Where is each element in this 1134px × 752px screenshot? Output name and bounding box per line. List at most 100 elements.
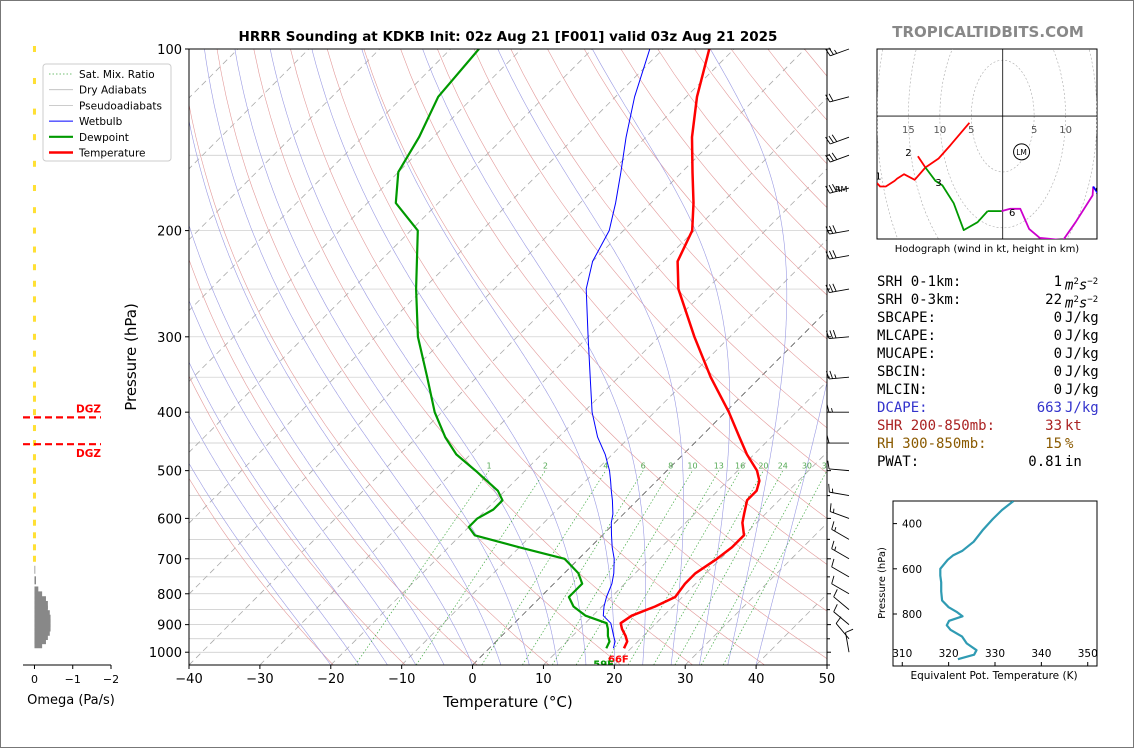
wind-barb-staff [832, 567, 849, 577]
mixing-ratio-line [482, 471, 606, 665]
omega-bar [33, 520, 36, 526]
storm-motion-label: LM [1016, 148, 1027, 157]
omega-bar [33, 46, 36, 52]
wind-barb [832, 521, 849, 539]
stat-label: DCAPE: [877, 399, 928, 417]
skewt-x-tick-label: 40 [748, 672, 765, 687]
omega-bar [33, 556, 36, 562]
mixing-ratio-label: 8 [668, 462, 673, 471]
omega-bar [33, 185, 36, 191]
omega-bar [33, 544, 36, 550]
skewt-x-tick-label: 10 [535, 672, 552, 687]
stat-label: MUCAPE: [877, 345, 936, 363]
wind-barb-flag [829, 284, 832, 292]
wind-barb-staff [846, 633, 849, 653]
wind-barb [846, 629, 854, 652]
wind-barb [826, 371, 849, 379]
stat-unit: % [1065, 435, 1073, 453]
legend-label-temperature: Temperature [78, 148, 146, 160]
wind-barb-flag [826, 137, 831, 144]
wind-barb [826, 135, 849, 144]
theta-e-y-tick-label: 600 [902, 564, 922, 576]
stat-label: MLCAPE: [877, 327, 936, 345]
isotherm-line [189, 49, 805, 665]
theta-e-frame [893, 501, 1097, 666]
wind-barb-staff [830, 155, 849, 162]
omega-bar [33, 134, 36, 140]
omega-bar [33, 532, 36, 538]
mixing-ratio-label: 30 [802, 462, 812, 471]
legend-label-dewpoint: Dewpoint [79, 132, 129, 144]
pseudoadiabat [178, 49, 473, 665]
mixing-ratio-label: 24 [778, 462, 788, 471]
wind-barb-flag [833, 250, 836, 258]
omega-bar [33, 264, 36, 270]
skewt-y-tick-label: 800 [157, 588, 182, 603]
skewt-y-tick-label: 900 [157, 619, 182, 634]
skewt-x-tick-label: 50 [819, 672, 836, 687]
stat-value: 0 [1002, 345, 1062, 363]
stat-label: RH 300-850mb: [877, 435, 987, 453]
wind-barb [827, 435, 849, 443]
omega-bar [33, 247, 36, 253]
skewt-y-label: Pressure (hPa) [122, 303, 140, 411]
wind-barb-half-flag [835, 374, 836, 378]
hodograph-height-label: 1 [875, 171, 881, 182]
omega-bar [34, 576, 36, 584]
skewt-x-tick-label: −10 [388, 672, 415, 687]
wind-barb-staff [834, 612, 849, 625]
legend-label-dry: Dry Adiabats [79, 85, 147, 97]
wind-barbs [826, 48, 853, 652]
wind-barb-flag [829, 484, 830, 492]
wind-barb [832, 576, 849, 594]
wind-barb-half-flag [832, 408, 833, 412]
wind-barb-staff [830, 49, 849, 56]
stat-value: 1 [1002, 273, 1062, 291]
wind-barb-flag [826, 155, 831, 162]
legend-label-wetbulb: Wetbulb [79, 116, 123, 128]
omega-bar [33, 493, 36, 499]
dgz-label: DGZ [76, 403, 101, 415]
wind-barb-flag [832, 559, 834, 567]
omega-bar [33, 78, 36, 84]
wind-barb-staff [829, 492, 849, 495]
stat-row: RH 300-850mb:15% [877, 435, 1097, 453]
stat-value: 0 [1002, 327, 1062, 345]
wind-barb-flag [829, 226, 832, 234]
hodograph-height-label: 6 [1009, 208, 1015, 219]
skewt-x-tick-label: 20 [606, 672, 623, 687]
dry-adiabat [254, 49, 693, 665]
omega-bar [33, 334, 36, 340]
wind-barb-staff [832, 529, 849, 539]
stat-value: 663 [1002, 399, 1062, 417]
wind-barb-flag [826, 186, 830, 193]
omega-bar [33, 507, 36, 513]
wind-barb-staff [830, 137, 849, 144]
wind-barb-flag [829, 251, 832, 259]
skewt-x-tick-label: −20 [317, 672, 344, 687]
theta-e-y-tick-label: 400 [902, 519, 922, 531]
wind-barb-flag [834, 604, 838, 611]
hodograph-caption: Hodograph (wind in kt, height in km) [895, 244, 1080, 255]
pseudoadiabat [133, 49, 416, 665]
wind-barb [832, 559, 849, 577]
stat-unit: J/kg [1065, 327, 1099, 345]
omega-bar [33, 296, 36, 302]
stat-unit: J/kg [1065, 381, 1099, 399]
wind-barb-half-flag [835, 527, 836, 531]
theta-e-x-label: Equivalent Pot. Temperature (K) [910, 670, 1077, 682]
mixing-ratio-line [416, 471, 545, 665]
pseudoadiabat [270, 49, 557, 665]
pseudoadiabat [710, 49, 787, 665]
hodograph-ring-label: 10 [933, 125, 946, 136]
mixing-ratio-line [628, 471, 740, 665]
mixing-ratio-line [723, 471, 827, 665]
omega-bar [33, 228, 36, 234]
skewt-y-tick-label: 100 [157, 43, 182, 58]
hodograph-frame [877, 49, 1097, 239]
